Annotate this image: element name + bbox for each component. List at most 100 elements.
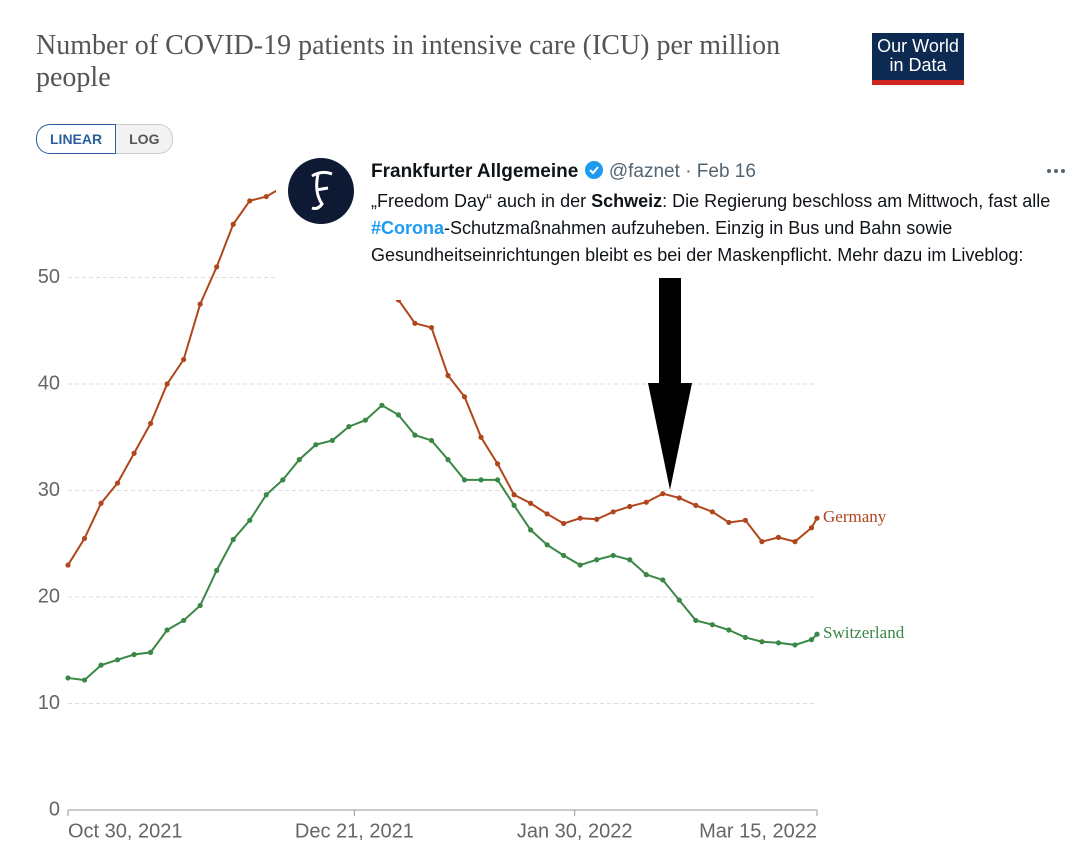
y-tick-label: 50 <box>38 266 60 288</box>
data-point <box>610 552 616 559</box>
data-point <box>494 477 501 483</box>
data-point <box>346 424 352 430</box>
tweet: Frankfurter Allgemeine @faznet · Feb 16 … <box>276 150 1074 300</box>
data-point <box>775 534 782 540</box>
x-tick-label: Mar 15, 2022 <box>699 820 817 842</box>
data-point <box>627 557 633 563</box>
data-point <box>230 221 236 227</box>
data-point <box>148 420 154 427</box>
x-tick-label: Dec 21, 2021 <box>295 820 414 842</box>
data-point <box>263 193 269 200</box>
data-point <box>742 634 749 641</box>
logo-line: Our World <box>877 36 959 56</box>
hashtag[interactable]: #Corona <box>371 218 445 238</box>
y-tick-label: 40 <box>38 372 60 394</box>
data-point <box>577 515 583 521</box>
data-point <box>131 651 137 658</box>
data-point <box>693 617 699 624</box>
data-point <box>478 477 484 483</box>
tweet-header: Frankfurter Allgemeine @faznet · Feb 16 <box>371 160 756 183</box>
data-point <box>247 517 253 523</box>
handle[interactable]: @faznet <box>608 161 680 182</box>
linear-button[interactable]: LINEAR <box>36 124 117 154</box>
scale-toggle: LINEAR LOG <box>36 124 174 154</box>
more-menu[interactable] <box>1044 166 1074 176</box>
data-point <box>610 509 616 515</box>
data-point <box>164 381 170 387</box>
data-point <box>775 640 782 646</box>
logo: Our World in Data <box>872 33 964 85</box>
avatar-icon <box>311 170 333 210</box>
data-point <box>379 402 385 408</box>
data-point <box>594 557 600 563</box>
verified-badge <box>584 161 603 179</box>
data-point <box>726 627 732 633</box>
data-point <box>478 434 484 440</box>
chart-title: Number of COVID-19 patients in intensive… <box>36 30 781 93</box>
logo-line: in Data <box>889 55 947 75</box>
data-point <box>709 509 715 515</box>
data-point <box>65 562 71 568</box>
data-point <box>561 520 567 527</box>
data-point <box>181 617 187 624</box>
data-point <box>230 536 236 543</box>
data-point <box>511 502 517 509</box>
data-point <box>814 515 820 521</box>
data-point <box>660 577 666 583</box>
data-point <box>395 412 402 418</box>
data-point <box>461 394 468 400</box>
data-point <box>412 432 418 438</box>
data-point <box>676 495 682 501</box>
data-point <box>544 542 550 548</box>
data-point <box>263 492 269 498</box>
data-point <box>445 457 451 463</box>
data-point <box>412 320 418 326</box>
data-point <box>280 477 286 483</box>
data-point <box>759 539 765 545</box>
data-point <box>98 500 104 506</box>
data-point <box>676 597 682 603</box>
data-point <box>114 657 121 663</box>
text: „Freedom Day“ auch in der <box>371 191 592 211</box>
tweet-date[interactable]: · Feb 16 <box>685 161 756 182</box>
y-tick-label: 0 <box>49 798 60 820</box>
data-point <box>197 602 203 609</box>
data-point <box>528 500 534 506</box>
data-point <box>81 677 88 683</box>
data-point <box>759 639 765 645</box>
data-point <box>164 627 170 633</box>
data-point <box>362 417 368 423</box>
y-tick-label: 20 <box>38 585 60 607</box>
avatar[interactable] <box>288 158 354 224</box>
text: : Die Regierung beschloss am Mittwoch, f… <box>662 191 1051 211</box>
data-point <box>594 516 600 522</box>
data-point <box>296 457 302 463</box>
data-point <box>808 637 815 643</box>
data-point <box>528 527 534 533</box>
data-point <box>709 622 715 628</box>
author[interactable]: Frankfurter Allgemeine <box>371 161 579 182</box>
x-tick-label: Oct 30, 2021 <box>68 820 183 842</box>
data-point <box>577 562 583 568</box>
arrow <box>648 278 692 490</box>
data-point <box>627 503 633 510</box>
data-point <box>148 649 154 655</box>
text: -Schutzmaßnahmen aufzuheben. Einzig in B… <box>371 218 1024 265</box>
y-tick-label: 30 <box>38 479 60 501</box>
x-tick-label: Jan 30, 2022 <box>517 820 633 842</box>
data-point <box>726 519 732 526</box>
data-point <box>313 442 319 448</box>
series-label: Switzerland <box>823 623 905 642</box>
data-point <box>428 324 435 331</box>
data-point <box>561 552 567 559</box>
series-label: Germany <box>823 507 887 526</box>
data-point <box>494 461 501 467</box>
data-point <box>792 642 798 648</box>
data-point <box>65 675 71 681</box>
data-point <box>792 539 798 545</box>
log-button[interactable]: LOG <box>116 124 174 154</box>
data-point <box>114 480 121 486</box>
series-line <box>67 404 818 682</box>
data-point <box>643 499 649 505</box>
